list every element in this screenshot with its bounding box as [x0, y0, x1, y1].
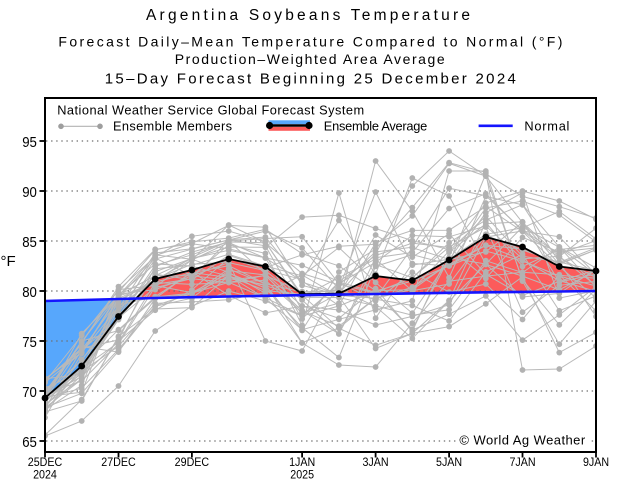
svg-text:2025: 2025: [290, 469, 314, 482]
svg-text:95: 95: [22, 133, 37, 150]
svg-text:27DEC: 27DEC: [101, 456, 135, 469]
svg-text:Ensemble Members: Ensemble Members: [113, 119, 232, 134]
svg-text:15–Day Forecast Beginning 25 D: 15–Day Forecast Beginning 25 December 20…: [105, 71, 516, 88]
svg-text:National Weather Service Globa: National Weather Service Global Forecast…: [57, 103, 364, 118]
svg-text:Ensemble Average: Ensemble Average: [324, 119, 428, 134]
svg-text:90: 90: [22, 183, 37, 200]
svg-text:80: 80: [22, 283, 37, 300]
svg-text:© World Ag Weather: © World Ag Weather: [459, 432, 585, 447]
svg-text:25DEC: 25DEC: [28, 456, 62, 469]
svg-text:70: 70: [22, 383, 37, 400]
svg-text:°F: °F: [1, 253, 16, 270]
svg-text:Argentina Soybeans Temperature: Argentina Soybeans Temperature: [146, 7, 470, 24]
svg-text:2024: 2024: [33, 469, 57, 482]
svg-text:Forecast Daily–Mean Temperatur: Forecast Daily–Mean Temperature Compared…: [58, 34, 562, 50]
svg-text:3JAN: 3JAN: [363, 456, 389, 469]
svg-text:Normal: Normal: [524, 119, 569, 134]
svg-text:9JAN: 9JAN: [583, 456, 609, 469]
svg-text:65: 65: [22, 433, 37, 450]
svg-text:5JAN: 5JAN: [436, 456, 462, 469]
svg-text:1JAN: 1JAN: [289, 456, 315, 469]
svg-text:Production–Weighted Area Avera: Production–Weighted Area Average: [175, 51, 445, 67]
svg-text:75: 75: [22, 333, 37, 350]
svg-text:7JAN: 7JAN: [509, 456, 535, 469]
svg-text:85: 85: [22, 233, 37, 250]
svg-text:29DEC: 29DEC: [175, 456, 209, 469]
